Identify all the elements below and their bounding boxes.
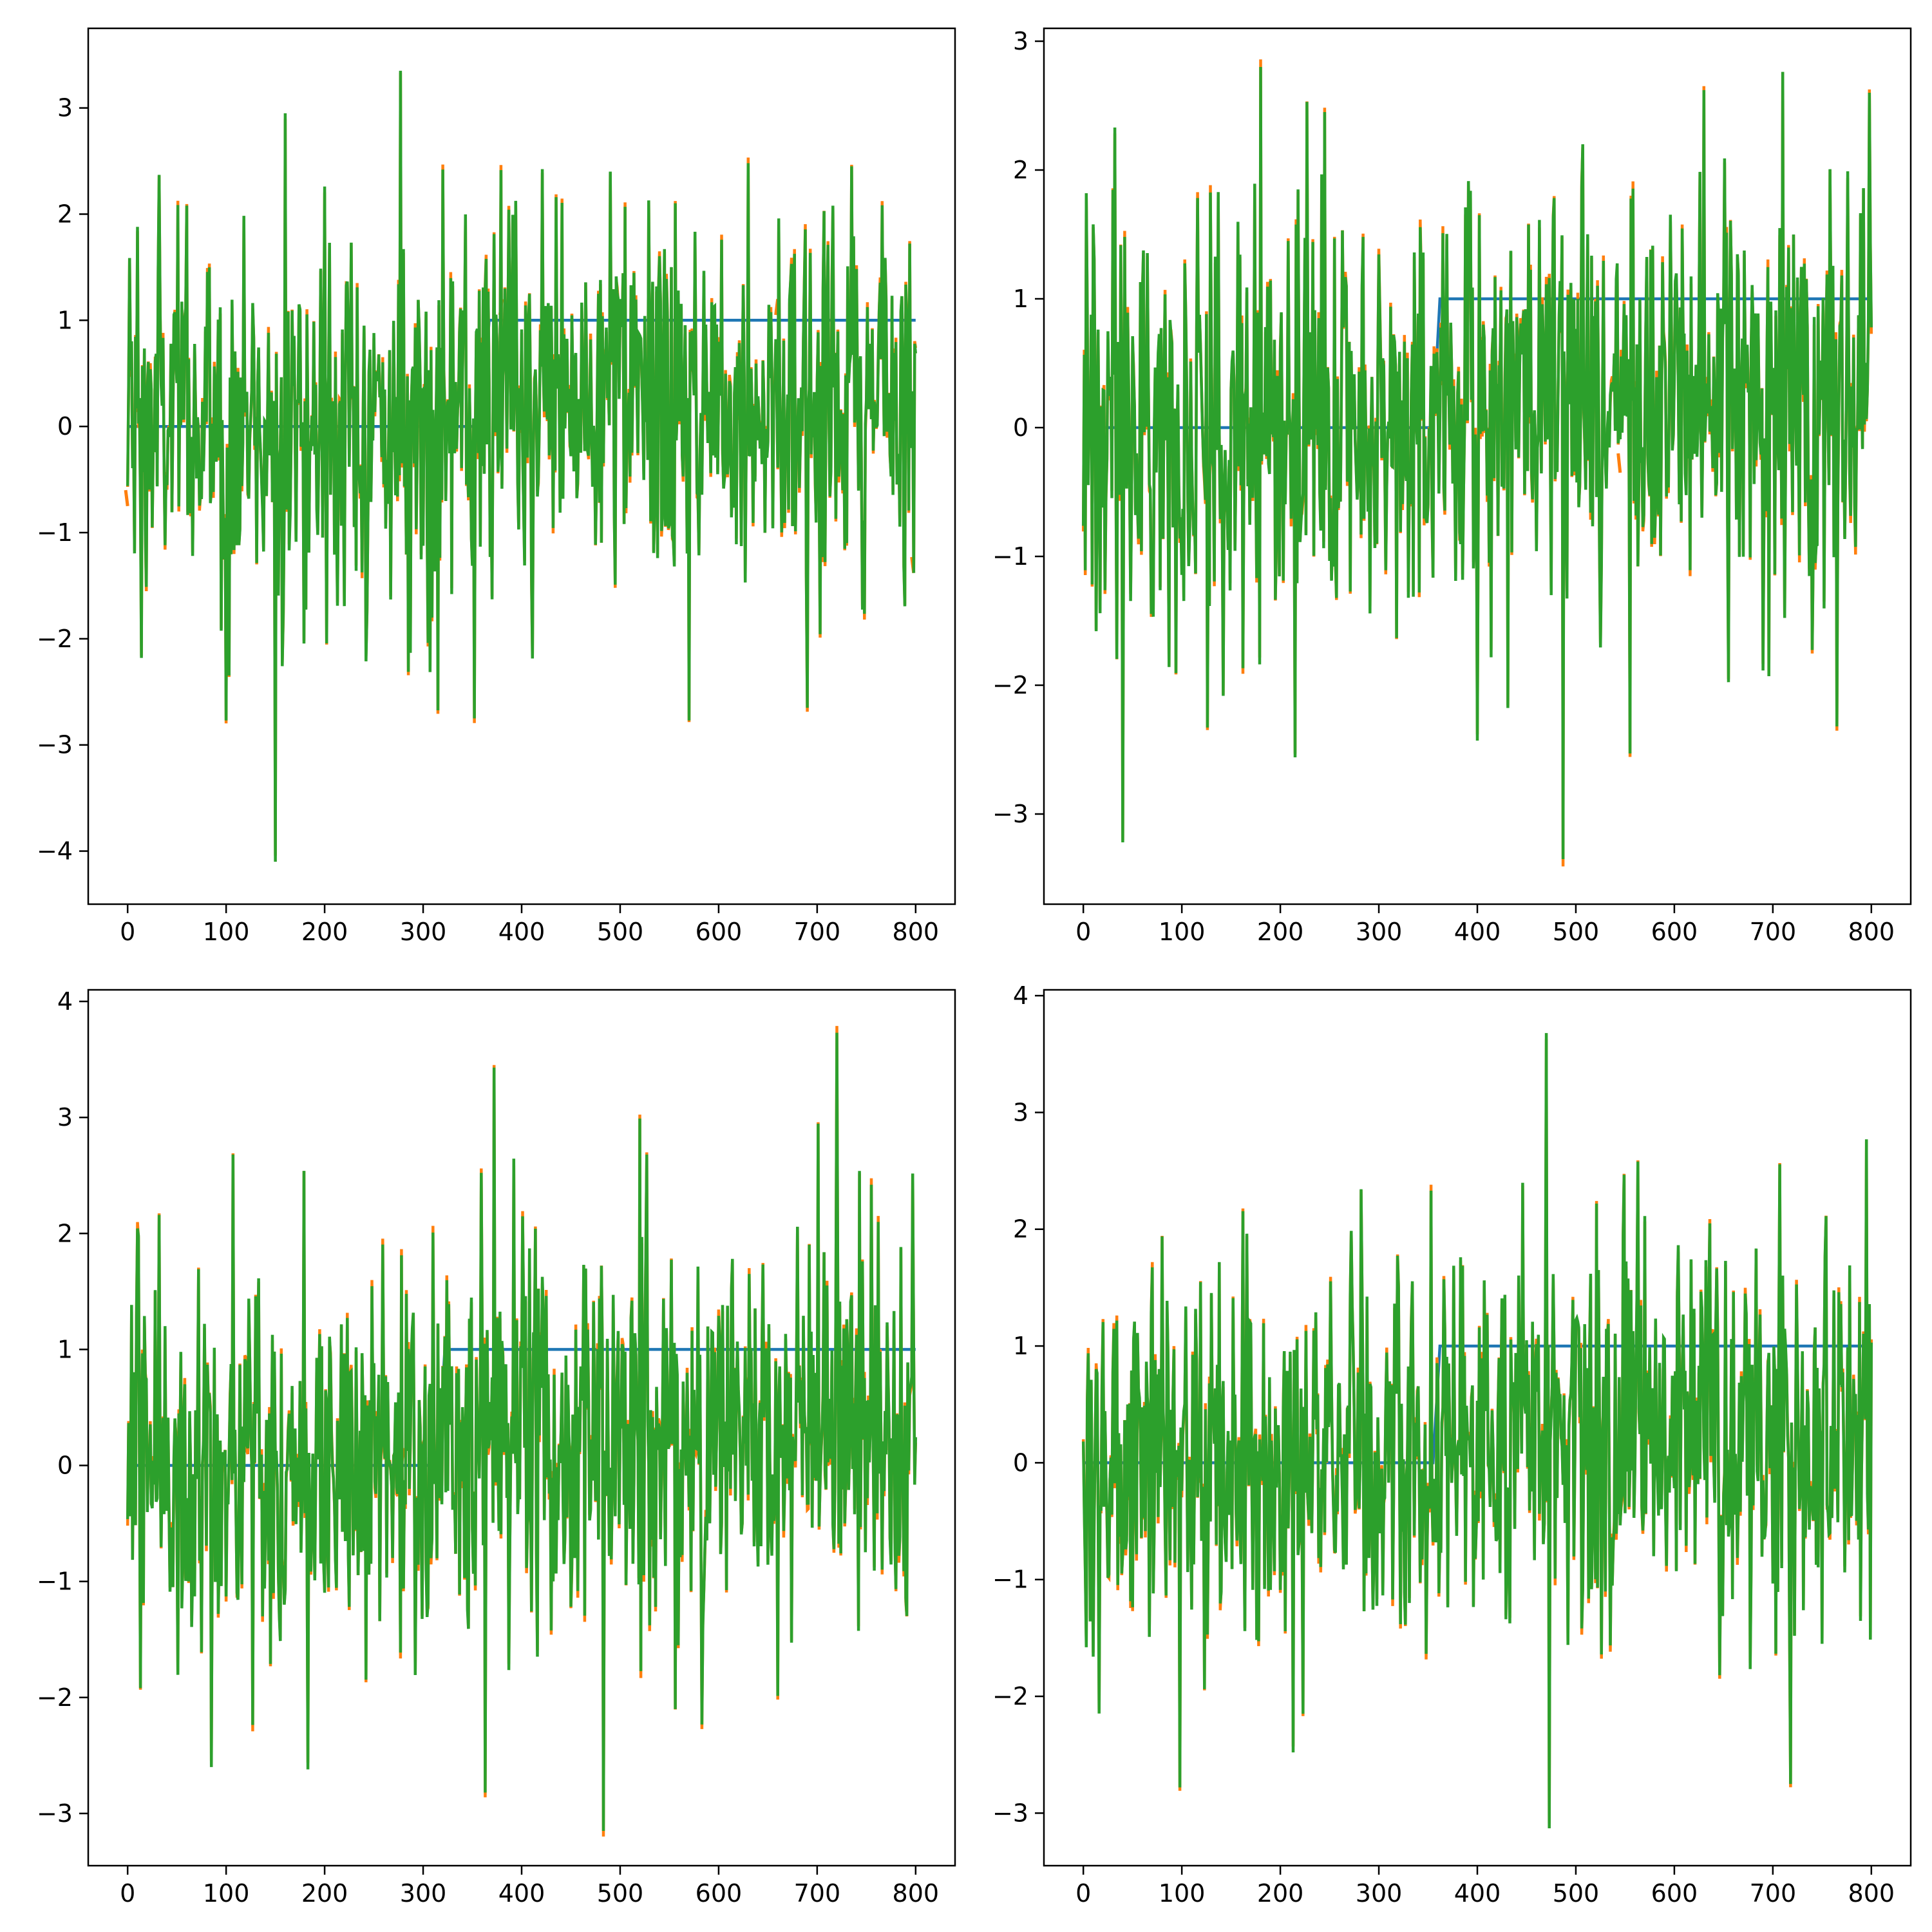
x-tick-label-top-left-200: 200 bbox=[301, 918, 348, 946]
x-tick-label-top-right-700: 700 bbox=[1750, 918, 1797, 946]
y-tick-label-bottom-left--2: −2 bbox=[37, 1683, 73, 1712]
x-tick-label-bottom-right-200: 200 bbox=[1257, 1879, 1304, 1908]
x-tick-label-top-right-300: 300 bbox=[1356, 918, 1403, 946]
y-tick-label-top-left-2: 2 bbox=[57, 200, 73, 228]
x-tick-label-bottom-left-500: 500 bbox=[597, 1879, 644, 1908]
x-tick-label-top-right-500: 500 bbox=[1553, 918, 1600, 946]
x-tick-label-bottom-left-400: 400 bbox=[498, 1879, 545, 1908]
series-noisy-line-top-left bbox=[126, 70, 918, 862]
x-tick-label-top-right-0: 0 bbox=[1075, 918, 1091, 946]
series-noisy-line-top-right bbox=[1081, 66, 1873, 860]
x-tick-label-bottom-right-600: 600 bbox=[1651, 1879, 1698, 1908]
y-tick-label-top-right--3: −3 bbox=[992, 800, 1028, 828]
x-tick-label-bottom-left-200: 200 bbox=[301, 1879, 348, 1908]
plot-area-bottom-right bbox=[1081, 1033, 1873, 1829]
x-tick-label-bottom-right-300: 300 bbox=[1356, 1879, 1403, 1908]
x-tick-label-top-right-600: 600 bbox=[1651, 918, 1698, 946]
y-tick-label-bottom-left--1: −1 bbox=[37, 1567, 73, 1596]
x-tick-label-top-left-500: 500 bbox=[597, 918, 644, 946]
x-tick-label-top-right-200: 200 bbox=[1257, 918, 1304, 946]
y-tick-label-top-right--1: −1 bbox=[992, 542, 1028, 571]
plot-area-top-left bbox=[124, 70, 918, 862]
y-tick-label-bottom-right--3: −3 bbox=[992, 1799, 1028, 1827]
y-tick-label-bottom-left-3: 3 bbox=[57, 1103, 73, 1132]
x-tick-label-top-left-100: 100 bbox=[203, 918, 250, 946]
y-tick-label-top-right-0: 0 bbox=[1013, 413, 1028, 442]
x-tick-label-top-right-100: 100 bbox=[1159, 918, 1206, 946]
subplot-top-right: 0 100 200 300 400 500 600 700 800 −3 −2 −1 0 1 2 3 bbox=[992, 27, 1912, 946]
x-tick-label-bottom-left-100: 100 bbox=[203, 1879, 250, 1908]
x-tick-label-bottom-left-800: 800 bbox=[893, 1879, 940, 1908]
y-tick-label-top-left-3: 3 bbox=[57, 94, 73, 122]
y-tick-label-bottom-right-2: 2 bbox=[1013, 1215, 1028, 1244]
x-tick-label-bottom-right-800: 800 bbox=[1848, 1879, 1895, 1908]
y-tick-label-top-left-1: 1 bbox=[57, 306, 73, 334]
x-tick-label-bottom-right-700: 700 bbox=[1750, 1879, 1797, 1908]
y-tick-label-top-left--4: −4 bbox=[37, 837, 73, 866]
x-tick-label-top-left-300: 300 bbox=[400, 918, 447, 946]
series-noisy-line-bottom-right bbox=[1081, 1033, 1873, 1829]
y-tick-label-top-right-1: 1 bbox=[1013, 285, 1028, 313]
x-tick-label-bottom-right-500: 500 bbox=[1553, 1879, 1600, 1908]
plot-area-top-right bbox=[1081, 59, 1873, 867]
x-tick-label-bottom-left-700: 700 bbox=[794, 1879, 841, 1908]
x-tick-label-top-left-600: 600 bbox=[696, 918, 743, 946]
y-tick-label-bottom-left-2: 2 bbox=[57, 1219, 73, 1247]
x-tick-label-bottom-left-600: 600 bbox=[696, 1879, 743, 1908]
y-tick-label-top-right-2: 2 bbox=[1013, 156, 1028, 184]
y-tick-label-bottom-right--1: −1 bbox=[992, 1566, 1028, 1594]
y-tick-label-bottom-left-4: 4 bbox=[57, 987, 73, 1016]
y-tick-label-bottom-right-0: 0 bbox=[1013, 1448, 1028, 1477]
subplot-top-left: 0 100 200 300 400 500 600 700 800 −4 −3 −2 −1 0 1 2 3 bbox=[37, 27, 956, 946]
y-tick-label-top-left--1: −1 bbox=[37, 518, 73, 547]
subplot-bottom-right: 0 100 200 300 400 500 600 700 800 −3 −2 −1 0 1 2 3 4 bbox=[992, 981, 1912, 1908]
x-tick-label-top-left-400: 400 bbox=[498, 918, 545, 946]
y-tick-label-bottom-right-4: 4 bbox=[1013, 981, 1028, 1010]
x-tick-label-top-left-800: 800 bbox=[893, 918, 940, 946]
subplot-bottom-left: 0 100 200 300 400 500 600 700 800 −3 −2 −1 0 1 2 3 4 bbox=[37, 987, 956, 1908]
estimate-point-top-left-0 bbox=[124, 489, 129, 507]
series-noisy-line-bottom-left bbox=[126, 1032, 918, 1832]
y-tick-label-bottom-right--2: −2 bbox=[992, 1682, 1028, 1710]
y-tick-label-top-right-3: 3 bbox=[1013, 27, 1028, 55]
plot-area-bottom-left bbox=[126, 1026, 918, 1837]
x-tick-label-bottom-left-0: 0 bbox=[120, 1879, 135, 1908]
y-tick-label-bottom-right-1: 1 bbox=[1013, 1332, 1028, 1360]
estimate-point-top-right-2 bbox=[1616, 453, 1622, 473]
y-tick-label-top-left--3: −3 bbox=[37, 731, 73, 759]
x-tick-label-top-left-0: 0 bbox=[120, 918, 135, 946]
x-tick-label-bottom-right-100: 100 bbox=[1159, 1879, 1206, 1908]
x-tick-label-bottom-right-400: 400 bbox=[1454, 1879, 1501, 1908]
x-tick-label-top-right-800: 800 bbox=[1848, 918, 1895, 946]
y-tick-label-top-left--2: −2 bbox=[37, 625, 73, 653]
x-tick-label-bottom-left-300: 300 bbox=[400, 1879, 447, 1908]
y-tick-label-top-left-0: 0 bbox=[57, 412, 73, 440]
y-tick-label-bottom-right-3: 3 bbox=[1013, 1098, 1028, 1126]
x-tick-label-bottom-right-0: 0 bbox=[1075, 1879, 1091, 1908]
y-tick-label-top-right--2: −2 bbox=[992, 671, 1028, 699]
x-tick-label-top-left-700: 700 bbox=[794, 918, 841, 946]
x-tick-label-top-right-400: 400 bbox=[1454, 918, 1501, 946]
y-tick-label-bottom-left--3: −3 bbox=[37, 1799, 73, 1828]
y-tick-label-bottom-left-0: 0 bbox=[57, 1452, 73, 1480]
y-tick-label-bottom-left-1: 1 bbox=[57, 1335, 73, 1363]
